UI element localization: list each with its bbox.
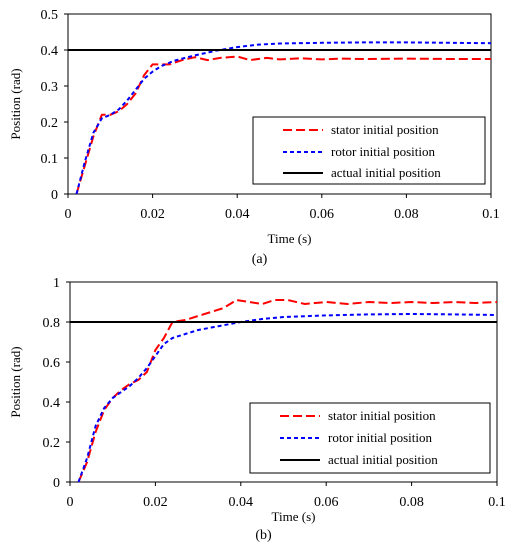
- x-axis-label: Time (s): [272, 509, 316, 524]
- y-tick-label: 0: [51, 188, 58, 203]
- figure-caption: (b): [255, 528, 272, 543]
- x-tick-label: 0.06: [310, 207, 335, 222]
- legend-label: actual initial position: [328, 452, 438, 467]
- x-tick-label: 0.02: [140, 207, 165, 222]
- y-tick-label: 0: [53, 476, 60, 491]
- y-tick-label: 0.5: [41, 8, 59, 23]
- legend-label: stator initial position: [331, 122, 439, 137]
- x-tick-label: 0.04: [229, 495, 254, 510]
- chart-b: 0 0.02 0.04 0.06 0.08 0.1 0 0.2 0.4 0.6 0.8 1 stator…: [8, 276, 506, 543]
- x-tick-label: 0.08: [394, 207, 419, 222]
- legend: stator initial position rotor initial pos…: [249, 402, 491, 474]
- legend-label: rotor initial position: [328, 430, 432, 445]
- chart-a: 0 0.02 0.04 0.06 0.08 0.1 0 0.1 0.2 0.3 0.4 0.5 stat…: [8, 8, 500, 267]
- legend-label: actual initial position: [331, 165, 441, 180]
- x-axis-label: Time (s): [268, 231, 312, 246]
- x-tick-label: 0: [67, 495, 74, 510]
- y-tick-label: 0.1: [41, 152, 59, 167]
- y-tick-label: 0.8: [43, 316, 61, 331]
- legend-label: rotor initial position: [331, 144, 435, 159]
- y-tick-label: 0.2: [41, 116, 59, 131]
- x-tick-label: 0: [65, 207, 72, 222]
- plot-frame: [69, 281, 498, 483]
- x-tick-label: 0.1: [488, 495, 506, 510]
- series-line-rotor: [77, 313, 498, 483]
- y-axis-label: Position (rad): [8, 68, 23, 139]
- x-tick-label: 0.1: [482, 207, 500, 222]
- series-line-rotor: [75, 41, 492, 195]
- x-tick-label: 0.02: [143, 495, 168, 510]
- y-tick-label: 0.3: [41, 80, 59, 95]
- x-tick-label: 0.06: [314, 495, 339, 510]
- legend-label: stator initial position: [328, 408, 436, 423]
- plot-frame: [67, 13, 492, 195]
- x-tick-label: 0.08: [399, 495, 424, 510]
- figure-caption: (a): [252, 252, 268, 267]
- x-tick-label: 0.04: [225, 207, 250, 222]
- legend: stator initial position rotor initial pos…: [252, 116, 486, 185]
- y-tick-label: 0.4: [41, 44, 59, 59]
- y-axis-label: Position (rad): [8, 346, 23, 417]
- y-tick-label: 0.4: [43, 396, 61, 411]
- y-tick-label: 1: [53, 276, 60, 291]
- y-tick-label: 0.6: [43, 356, 61, 371]
- y-tick-label: 0.2: [43, 436, 61, 451]
